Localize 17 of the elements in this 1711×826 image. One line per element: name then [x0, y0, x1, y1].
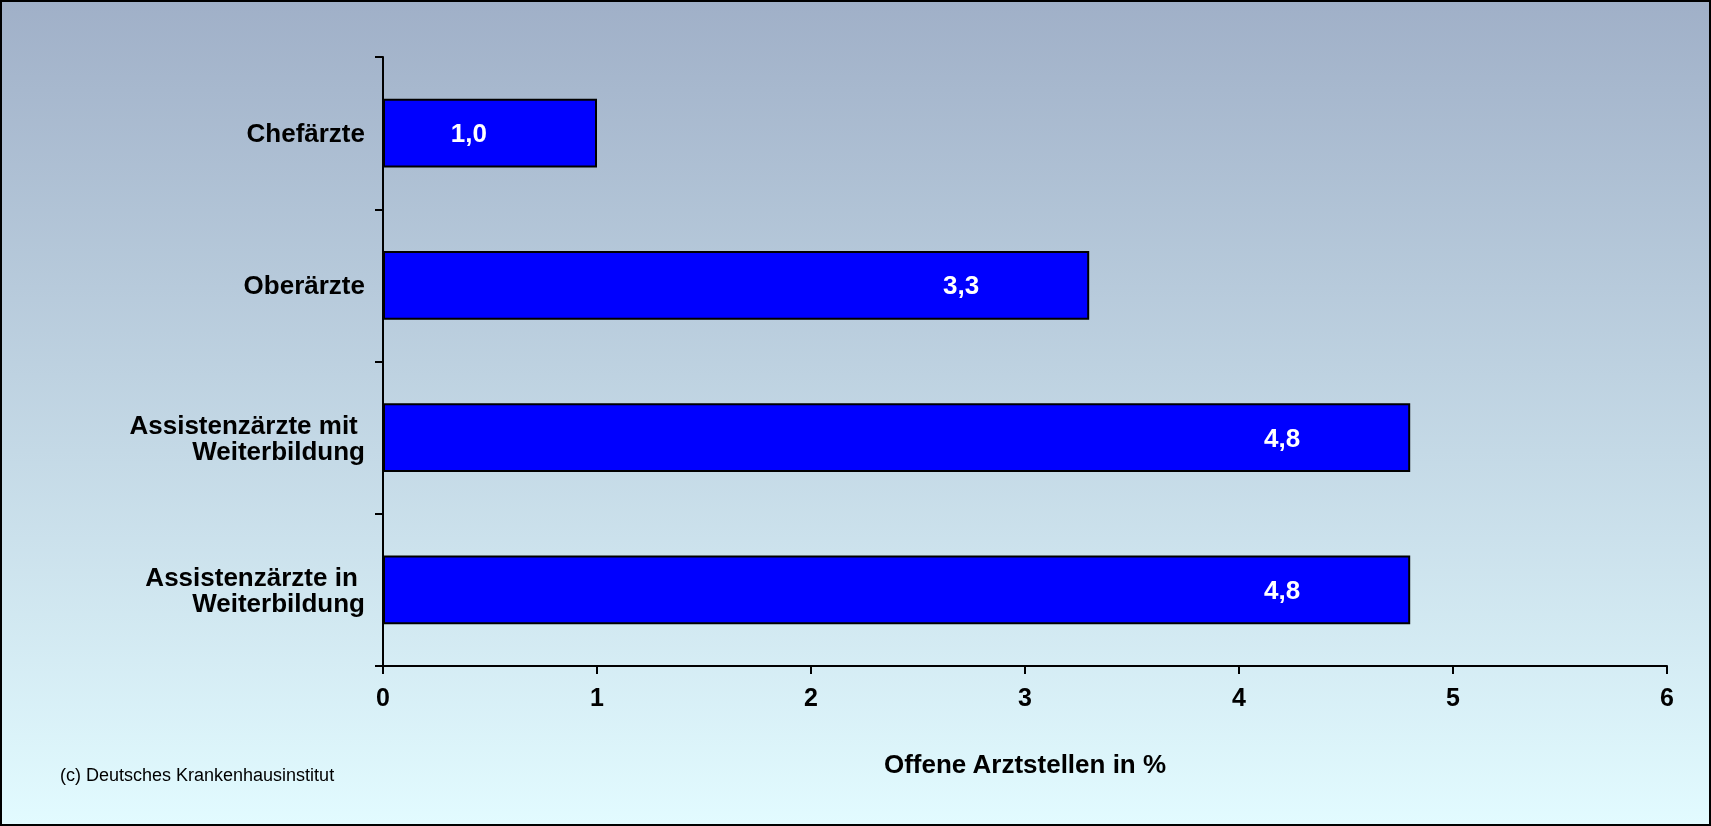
x-axis-title: Offene Arztstellen in %: [883, 749, 1167, 779]
x-tick-label: 2: [804, 682, 818, 711]
x-tick-label: 0: [376, 682, 390, 711]
data-label: 3,3: [943, 270, 980, 301]
y-tick-label: Assistenzärzte mit Weiterbildung: [129, 409, 365, 466]
data-label: 4,8: [1264, 422, 1301, 453]
x-tick-label: 1: [590, 682, 605, 711]
y-tick-label: Oberärzte: [243, 270, 365, 301]
y-tick-label: Assistenzärzte in Weiterbildung: [145, 561, 365, 618]
x-tick-label: 5: [1446, 682, 1461, 711]
data-label: 4,8: [1264, 574, 1301, 605]
text: (c) Deutsches Krankenhausinstitut: [60, 765, 335, 785]
x-tick-label: 3: [1018, 682, 1032, 711]
x-tick-label: 4: [1232, 682, 1247, 711]
data-label: 1,0: [450, 118, 487, 149]
x-tick-label: 6: [1660, 682, 1674, 711]
y-tick-label: Chefärzte: [246, 118, 365, 149]
